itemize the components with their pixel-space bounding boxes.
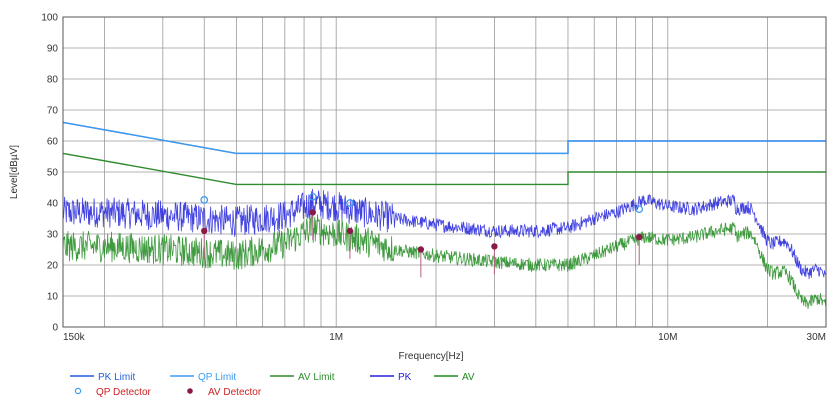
av-detector-point: [491, 243, 498, 250]
y-tick-label: 100: [41, 13, 58, 24]
av-detector-point: [417, 246, 425, 253]
legend-item-qp-limit: QP Limit: [170, 372, 236, 383]
legend-label: QP Limit: [198, 372, 236, 383]
av-detector-point: [636, 233, 643, 241]
y-tick-label: 50: [47, 168, 59, 179]
y-tick-label: 70: [47, 106, 59, 117]
legend-swatch: [74, 387, 82, 395]
detector-markers: [200, 192, 644, 278]
qp-detector-point: [200, 196, 209, 204]
pk-trace: [62, 188, 827, 280]
legend-label: PK: [398, 372, 412, 383]
y-axis-ticks: 0 10 20 30 40 50 60 70 80 90 100: [41, 13, 58, 334]
av-limit-line: [62, 152, 826, 186]
legend-item-pk-limit: PK Limit: [70, 372, 135, 383]
y-tick-label: 60: [47, 137, 59, 148]
y-tick-label: 30: [47, 230, 59, 241]
y-tick-label: 40: [47, 199, 59, 210]
series-layer: [62, 121, 827, 309]
legend-label: QP Detector: [96, 387, 152, 398]
av-detector-point: [309, 209, 316, 216]
qp-limit-line: [62, 121, 826, 154]
av-detector-point: [346, 227, 354, 235]
y-tick-label: 10: [47, 292, 59, 303]
legend: PK Limit QP Limit AV Limit PK AV QP Detector A…: [70, 372, 475, 398]
qp-detector-point: [346, 199, 354, 207]
x-tick-label: 150k: [63, 332, 86, 343]
y-tick-label: 90: [47, 44, 59, 55]
legend-label: AV Detector: [208, 387, 262, 398]
x-tick-label: 10M: [658, 332, 677, 343]
plot-frame: [62, 16, 827, 328]
x-tick-label: 30M: [807, 332, 826, 343]
legend-item-av: AV: [434, 372, 475, 383]
x-axis-label: Frequency[Hz]: [398, 351, 463, 362]
x-axis-ticks: 150k 1M 10M 30M: [63, 332, 826, 343]
legend-label: PK Limit: [98, 372, 135, 383]
pk-limit-line: [62, 121, 826, 155]
legend-label: AV: [462, 372, 475, 383]
legend-item-qp-detector: QP Detector: [74, 387, 152, 398]
x-tick-label: 1M: [329, 332, 343, 343]
y-tick-label: 20: [47, 261, 59, 272]
legend-swatch: [187, 388, 193, 394]
qp-detector-point: [635, 205, 644, 214]
av-trace: [62, 214, 827, 309]
legend-item-pk: PK: [370, 372, 412, 383]
legend-label: AV Limit: [298, 372, 335, 383]
legend-item-av-limit: AV Limit: [270, 372, 335, 383]
y-tick-label: 80: [47, 75, 59, 86]
y-tick-label: 0: [52, 323, 58, 334]
y-axis-label: Level[dBµV]: [9, 145, 20, 199]
qp-detector-point: [308, 192, 317, 201]
legend-item-av-detector: AV Detector: [187, 387, 262, 398]
av-detector-point: [201, 227, 208, 235]
